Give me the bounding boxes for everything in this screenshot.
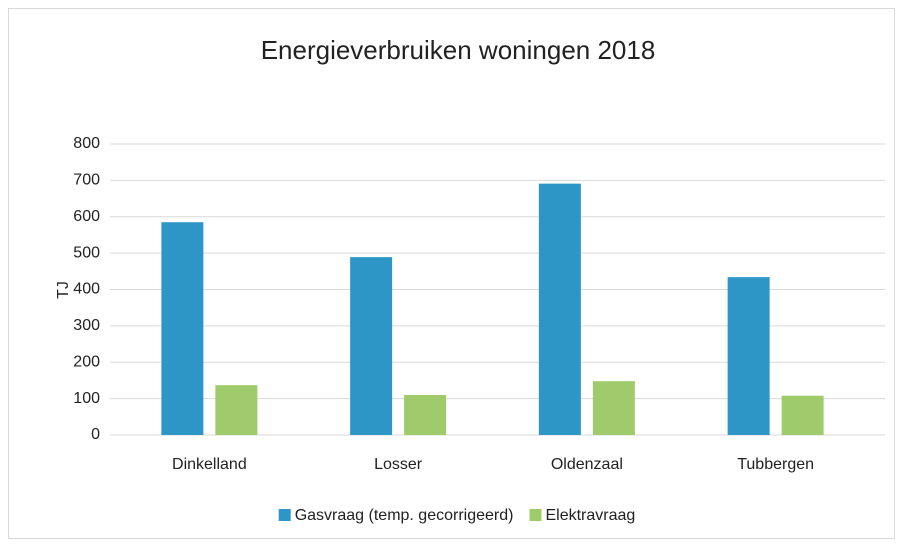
y-tick-label: 100 xyxy=(73,390,100,407)
bar xyxy=(404,394,447,435)
x-tick-label: Oldenzaal xyxy=(551,456,623,473)
y-tick-label: 600 xyxy=(73,208,100,225)
bar xyxy=(727,277,770,435)
bar xyxy=(781,395,824,435)
y-tick-label: 800 xyxy=(73,135,100,152)
x-tick-label: Tubbergen xyxy=(737,456,814,473)
legend-label: Elektravraag xyxy=(545,507,635,524)
legend-swatch xyxy=(278,509,291,521)
bar xyxy=(538,183,581,435)
bar xyxy=(215,385,258,435)
y-axis-label: TJ xyxy=(55,281,72,299)
bar xyxy=(592,381,635,435)
y-tick-label: 200 xyxy=(73,353,100,370)
bar xyxy=(350,257,393,435)
legend-label: Gasvraag (temp. gecorrigeerd) xyxy=(295,507,514,524)
x-tick-label: Losser xyxy=(374,456,423,473)
y-tick-label: 0 xyxy=(91,426,100,443)
chart-title: Energieverbruiken woningen 2018 xyxy=(261,35,656,65)
chart-frame xyxy=(8,8,895,539)
y-tick-label: 500 xyxy=(73,244,100,261)
y-tick-label: 400 xyxy=(73,281,100,298)
legend-swatch xyxy=(529,509,542,521)
y-tick-label: 700 xyxy=(73,172,100,189)
y-tick-label: 300 xyxy=(73,317,100,334)
x-tick-label: Dinkelland xyxy=(172,456,247,473)
bar xyxy=(161,222,204,435)
